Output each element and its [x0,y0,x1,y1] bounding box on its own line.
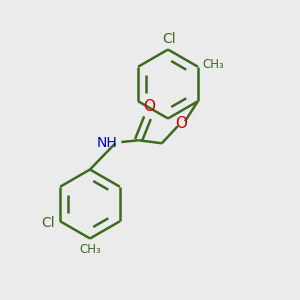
Text: Cl: Cl [162,32,176,46]
Text: O: O [176,116,188,131]
Text: Cl: Cl [42,216,55,230]
Text: CH₃: CH₃ [79,243,101,256]
Text: NH: NH [96,136,117,150]
Text: O: O [143,99,155,114]
Text: CH₃: CH₃ [203,58,224,71]
